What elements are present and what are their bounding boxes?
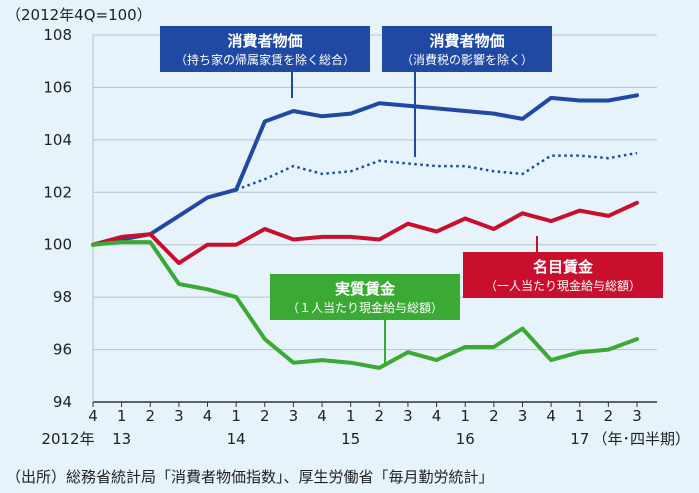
- annotation-nominal-subtitle: （一人当たり現金給与総額）: [485, 278, 641, 293]
- annotation-nominal-title: 名目賃金: [533, 258, 594, 276]
- annotation-cpi-ex-tax-box: [382, 26, 552, 72]
- x-tick-label: 4: [546, 407, 556, 425]
- x-year-label: 14: [227, 430, 246, 448]
- y-axis: 94 96 98 100 102 104 106 108: [43, 26, 72, 411]
- x-tick-label: 1: [346, 407, 356, 425]
- x-year-label: 16: [456, 430, 475, 448]
- annotation-real-subtitle: （１人当たり現金給与総額）: [287, 300, 443, 315]
- x-tick-label: 2: [145, 407, 155, 425]
- y-tick-label: 94: [53, 393, 72, 411]
- series-line-3: [91, 240, 639, 370]
- series-line-0: [91, 93, 639, 247]
- y-tick-label: 102: [43, 183, 72, 201]
- x-tick-label: 2: [604, 407, 614, 425]
- x-tick-label: 3: [174, 407, 184, 425]
- annotation-real: 実質賃金 （１人当たり現金給与総額）: [270, 274, 460, 364]
- x-unit-label: （年･四半期）: [592, 430, 690, 448]
- annotation-cpi-ex-tax-title: 消費者物価: [429, 32, 504, 50]
- x-tick-label: 1: [231, 407, 241, 425]
- x-tick-label: 1: [575, 407, 585, 425]
- annotation-real-box: [270, 274, 460, 320]
- source-note: （出所）総務省統計局「消費者物価指数」、厚生労働省「毎月勤労統計」: [6, 468, 494, 486]
- annotation-cpi-title: 消費者物価: [227, 32, 302, 50]
- x-tick-label: 4: [317, 407, 327, 425]
- x-tick-label: 4: [203, 407, 213, 425]
- annotation-nominal-box: [463, 252, 663, 298]
- x-year-label: 2012年: [41, 430, 94, 448]
- y-tick-label: 108: [43, 26, 72, 44]
- y-tick-label: 98: [53, 288, 72, 306]
- x-year-label: 17: [570, 430, 589, 448]
- y-tick-label: 104: [43, 131, 72, 149]
- x-tick-label: 3: [518, 407, 528, 425]
- annotation-cpi: 消費者物価 （持ち家の帰属家賃を除く総合）: [160, 26, 370, 98]
- x-tick-label: 3: [289, 407, 299, 425]
- y-unit-label: （2012年4Q=100）: [6, 6, 152, 24]
- annotation-nominal: 名目賃金 （一人当たり現金給与総額）: [463, 236, 663, 298]
- y-tick-label: 106: [43, 78, 72, 96]
- annotation-cpi-ex-tax-subtitle: （消費税の影響を除く）: [401, 52, 533, 67]
- x-tick-label: 2: [260, 407, 270, 425]
- x-year-label: 13: [112, 430, 131, 448]
- x-tick-label: 2: [489, 407, 499, 425]
- x-tick-label: 2: [375, 407, 385, 425]
- x-tick-label: 4: [432, 407, 442, 425]
- x-tick-label: 1: [117, 407, 127, 425]
- x-tick-label: 3: [632, 407, 642, 425]
- annotation-cpi-ex-tax: 消費者物価 （消費税の影響を除く）: [382, 26, 552, 157]
- x-year-label: 15: [341, 430, 360, 448]
- x-tick-label: 3: [403, 407, 413, 425]
- annotation-cpi-box: [160, 26, 370, 72]
- annotation-cpi-subtitle: （持ち家の帰属家賃を除く総合）: [175, 52, 355, 67]
- x-tick-label: 1: [460, 407, 470, 425]
- y-tick-label: 96: [53, 341, 72, 359]
- x-tick-label: 4: [88, 407, 98, 425]
- y-tick-label: 100: [43, 236, 72, 254]
- series-group: [91, 93, 639, 370]
- series-line-2: [91, 200, 639, 266]
- annotation-real-title: 実質賃金: [335, 280, 396, 298]
